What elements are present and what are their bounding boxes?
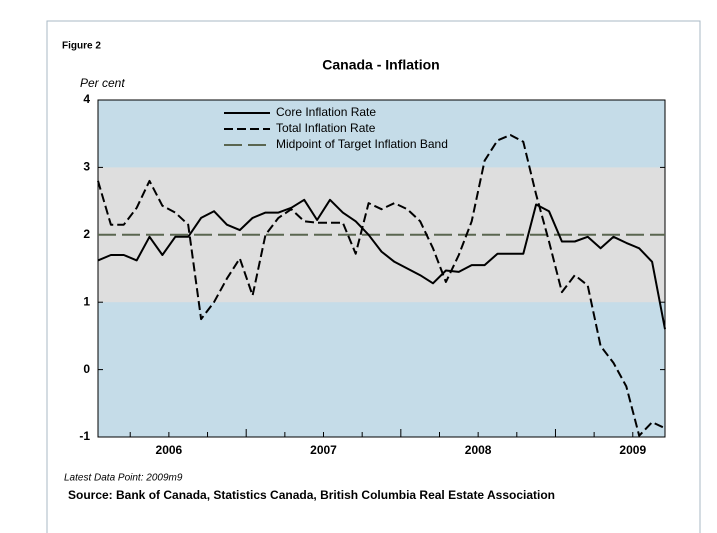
- x-tick-label: 2006: [156, 443, 183, 457]
- frame: [46, 20, 701, 533]
- y-tick-label: 4: [83, 92, 90, 106]
- source: Source: Bank of Canada, Statistics Canad…: [68, 488, 555, 502]
- legend-label: Total Inflation Rate: [276, 121, 376, 135]
- series-line: [97, 198, 666, 330]
- y-tick-label: -1: [79, 429, 90, 443]
- series-line: [97, 134, 666, 437]
- legend-label: Midpoint of Target Inflation Band: [276, 137, 448, 151]
- x-tick-label: 2007: [310, 443, 337, 457]
- y-tick-label: 3: [83, 160, 90, 174]
- x-tick-label: 2009: [619, 443, 646, 457]
- y-tick-label: 1: [83, 294, 90, 308]
- figure-label: Figure 2: [62, 41, 101, 52]
- legend-label: Core Inflation Rate: [276, 105, 376, 119]
- y-tick-label: 0: [83, 362, 90, 376]
- y-axis-label: Per cent: [80, 76, 125, 90]
- note: Latest Data Point: 2009m9: [64, 473, 183, 484]
- plot-border: [97, 99, 666, 438]
- chart-title: Canada - Inflation: [322, 57, 439, 73]
- y-tick-label: 2: [83, 227, 90, 241]
- x-tick-label: 2008: [465, 443, 492, 457]
